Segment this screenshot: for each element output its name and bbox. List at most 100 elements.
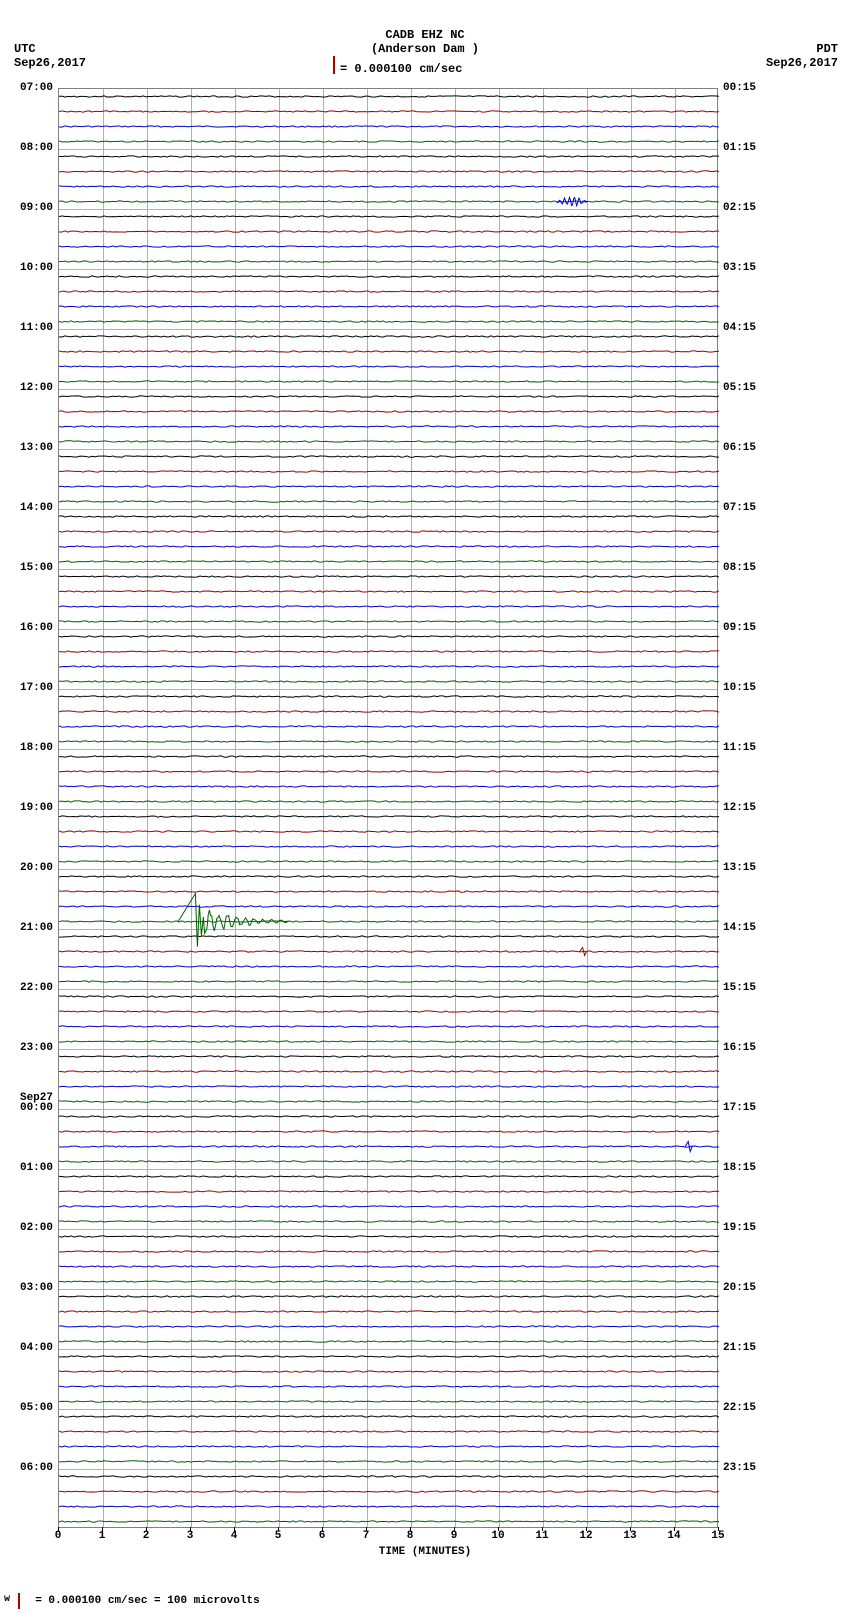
x-tick-label: 1 bbox=[99, 1530, 106, 1542]
seismic-trace bbox=[59, 441, 719, 442]
seismic-trace bbox=[59, 1461, 719, 1462]
pdt-hour-label: 07:15 bbox=[723, 502, 756, 514]
footer-scale-text: w = 0.000100 cm/sec = 100 microvolts bbox=[4, 1595, 260, 1607]
pdt-hour-label: 09:15 bbox=[723, 622, 756, 634]
seismic-trace bbox=[59, 651, 719, 652]
seismic-trace bbox=[59, 906, 719, 907]
x-tick-label: 10 bbox=[491, 1530, 504, 1542]
seismic-trace bbox=[59, 1356, 719, 1357]
seismic-trace bbox=[59, 156, 719, 157]
seismic-trace bbox=[59, 1266, 719, 1267]
seismic-trace bbox=[59, 1281, 719, 1282]
seismic-trace bbox=[59, 891, 719, 892]
pdt-hour-label: 18:15 bbox=[723, 1162, 756, 1174]
seismic-trace bbox=[59, 876, 719, 877]
seismic-trace bbox=[59, 1161, 719, 1162]
x-tick-label: 11 bbox=[535, 1530, 548, 1542]
x-tick-label: 14 bbox=[667, 1530, 680, 1542]
utc-hour-label: 13:00 bbox=[20, 442, 53, 454]
seismic-trace bbox=[59, 1521, 719, 1522]
utc-hour-label: 00:00 bbox=[20, 1102, 53, 1114]
seismic-trace bbox=[59, 546, 719, 547]
seismic-trace bbox=[59, 846, 719, 847]
seismic-trace bbox=[59, 1401, 719, 1402]
seismic-trace bbox=[59, 261, 719, 262]
pdt-hour-label: 16:15 bbox=[723, 1042, 756, 1054]
utc-date: Sep26,2017 bbox=[14, 56, 86, 70]
seismic-trace bbox=[59, 621, 719, 622]
seismic-trace bbox=[59, 711, 719, 712]
utc-hour-label: 07:00 bbox=[20, 82, 53, 94]
seismic-trace bbox=[59, 1131, 719, 1132]
seismic-trace bbox=[59, 591, 719, 592]
seismic-trace bbox=[59, 606, 719, 607]
utc-hour-label: 10:00 bbox=[20, 262, 53, 274]
seismic-trace bbox=[59, 471, 719, 472]
seismogram-container: UTC Sep26,2017 PDT Sep26,2017 CADB EHZ N… bbox=[0, 0, 850, 1613]
x-tick-label: 5 bbox=[275, 1530, 282, 1542]
seismic-trace bbox=[59, 336, 719, 337]
pdt-hour-label: 10:15 bbox=[723, 682, 756, 694]
seismic-trace bbox=[59, 966, 719, 967]
seismic-trace bbox=[59, 201, 719, 202]
seismic-trace bbox=[59, 1011, 719, 1012]
pdt-hour-label: 20:15 bbox=[723, 1282, 756, 1294]
seismic-trace bbox=[59, 561, 719, 562]
pdt-hour-label: 04:15 bbox=[723, 322, 756, 334]
seismic-trace bbox=[59, 486, 719, 487]
pdt-hour-label: 02:15 bbox=[723, 202, 756, 214]
seismic-trace bbox=[59, 456, 719, 457]
seismic-trace bbox=[59, 681, 719, 682]
seismic-trace bbox=[59, 726, 719, 727]
utc-hour-label: 04:00 bbox=[20, 1342, 53, 1354]
seismogram-plot bbox=[58, 88, 718, 1528]
seismic-trace bbox=[59, 426, 719, 427]
seismic-trace bbox=[59, 246, 719, 247]
seismic-trace bbox=[59, 861, 719, 862]
seismic-trace bbox=[59, 126, 719, 127]
seismic-trace bbox=[59, 1056, 719, 1057]
x-tick-label: 9 bbox=[451, 1530, 458, 1542]
seismic-trace bbox=[59, 816, 719, 817]
utc-hour-label: 20:00 bbox=[20, 862, 53, 874]
seismic-trace bbox=[59, 231, 719, 232]
seismic-trace bbox=[59, 171, 719, 172]
station-code: CADB EHZ NC bbox=[0, 28, 850, 42]
pdt-hour-label: 21:15 bbox=[723, 1342, 756, 1354]
seismic-trace bbox=[59, 1491, 719, 1492]
seismic-trace bbox=[59, 381, 719, 382]
utc-hour-label: 18:00 bbox=[20, 742, 53, 754]
x-tick-label: 7 bbox=[363, 1530, 370, 1542]
seismic-trace bbox=[59, 921, 719, 922]
seismic-trace bbox=[59, 1236, 719, 1237]
seismic-trace bbox=[59, 951, 719, 952]
seismic-trace bbox=[59, 1146, 719, 1147]
x-tick-label: 3 bbox=[187, 1530, 194, 1542]
x-tick-label: 2 bbox=[143, 1530, 150, 1542]
station-location: (Anderson Dam ) bbox=[0, 42, 850, 56]
pdt-hour-label: 06:15 bbox=[723, 442, 756, 454]
seismic-trace bbox=[59, 96, 719, 97]
pdt-hour-label: 11:15 bbox=[723, 742, 756, 754]
seismic-trace bbox=[59, 771, 719, 772]
seismic-trace bbox=[59, 411, 719, 412]
pdt-hour-label: 01:15 bbox=[723, 142, 756, 154]
pdt-hour-label: 00:15 bbox=[723, 82, 756, 94]
seismic-trace bbox=[59, 1476, 719, 1477]
seismic-trace bbox=[59, 1386, 719, 1387]
utc-hour-label: 02:00 bbox=[20, 1222, 53, 1234]
seismic-trace bbox=[59, 396, 719, 397]
pdt-hour-label: 05:15 bbox=[723, 382, 756, 394]
seismic-trace bbox=[59, 801, 719, 802]
seismic-trace bbox=[59, 1086, 719, 1087]
seismic-trace bbox=[59, 186, 719, 187]
utc-hour-label: 15:00 bbox=[20, 562, 53, 574]
utc-hour-label: 17:00 bbox=[20, 682, 53, 694]
seismic-trace bbox=[59, 1251, 719, 1252]
utc-hour-label: 01:00 bbox=[20, 1162, 53, 1174]
seismic-event-quake bbox=[178, 894, 288, 947]
pdt-hour-label: 15:15 bbox=[723, 982, 756, 994]
utc-hour-label: 09:00 bbox=[20, 202, 53, 214]
utc-hour-label: 19:00 bbox=[20, 802, 53, 814]
seismic-trace bbox=[59, 141, 719, 142]
